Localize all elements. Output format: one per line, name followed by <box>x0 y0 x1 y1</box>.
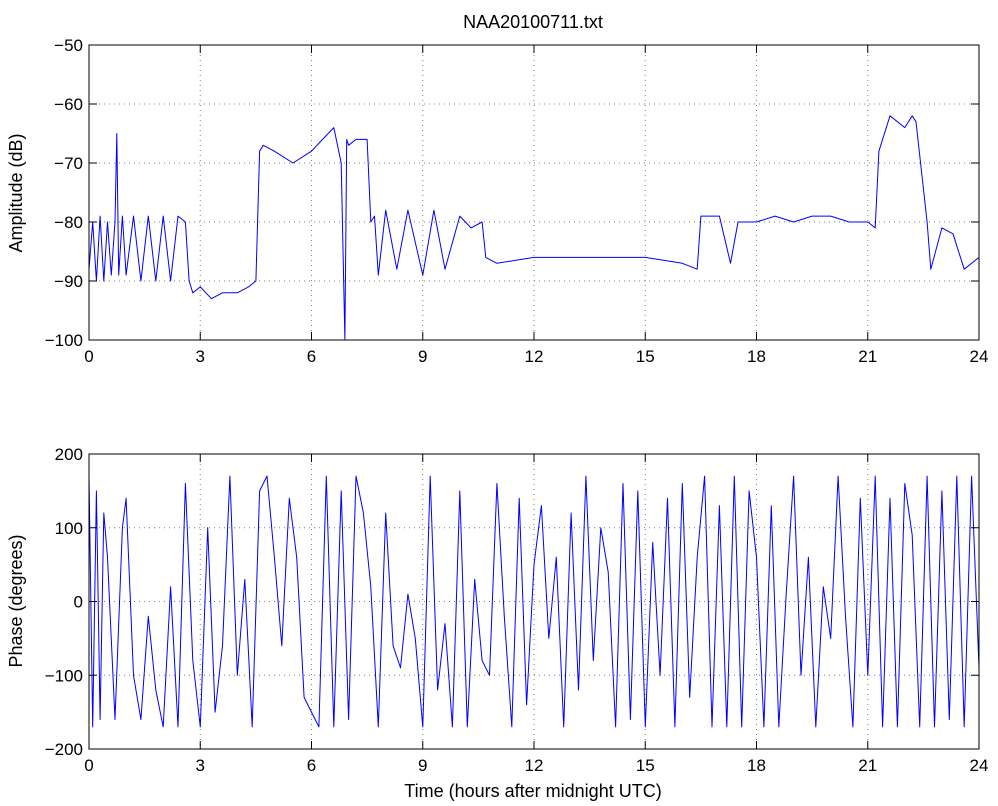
amplitude-y-tick-label: −100 <box>45 331 83 350</box>
phase-y-tick-label: 200 <box>55 445 83 464</box>
amplitude-x-tick-label: 3 <box>196 347 205 366</box>
phase-panel: 0 3 6 9 12 15 18 21 24 −200 −100 0 100 200 Time (hour… <box>6 445 988 801</box>
phase-y-tick-label: −100 <box>45 666 83 685</box>
amplitude-x-tick-label: 18 <box>747 347 766 366</box>
phase-x-tick-label: 0 <box>84 756 93 775</box>
amplitude-panel: 0 3 6 9 12 15 18 21 24 −100 −90 −80 −70 −60 −50 NAA201… <box>6 12 988 366</box>
phase-y-tick-label: −200 <box>45 740 83 759</box>
phase-series-layer <box>88 475 980 728</box>
amplitude-x-tick-label: 24 <box>970 347 989 366</box>
phase-grid <box>89 454 979 749</box>
amplitude-x-tick-label: 12 <box>525 347 544 366</box>
amplitude-x-tick-label: 6 <box>307 347 316 366</box>
phase-ticks: 0 3 6 9 12 15 18 21 24 −200 −100 0 100 200 <box>45 445 989 775</box>
phase-x-tick-label: 18 <box>747 756 766 775</box>
amplitude-x-tick-label: 0 <box>84 347 93 366</box>
amplitude-y-tick-label: −90 <box>54 272 83 291</box>
amplitude-y-tick-label: −60 <box>54 95 83 114</box>
phase-x-tick-label: 3 <box>196 756 205 775</box>
amplitude-x-tick-label: 15 <box>636 347 655 366</box>
amplitude-grid <box>89 45 979 340</box>
amplitude-ticks: 0 3 6 9 12 15 18 21 24 −100 −90 −80 −70 −60 −50 <box>45 36 989 366</box>
amplitude-x-tick-label: 9 <box>418 347 427 366</box>
phase-x-tick-label: 6 <box>307 756 316 775</box>
amplitude-y-axis-label: Amplitude (dB) <box>6 133 26 252</box>
amplitude-series-line <box>88 115 980 341</box>
phase-x-tick-label: 21 <box>858 756 877 775</box>
phase-y-tick-label: 0 <box>74 593 83 612</box>
amplitude-y-tick-label: −50 <box>54 36 83 55</box>
amplitude-x-tick-label: 21 <box>858 347 877 366</box>
amplitude-y-tick-label: −70 <box>54 154 83 173</box>
phase-x-tick-label: 9 <box>418 756 427 775</box>
x-axis-label: Time (hours after midnight UTC) <box>404 781 661 801</box>
amplitude-y-tick-label: −80 <box>54 213 83 232</box>
chart-title: NAA20100711.txt <box>463 12 603 32</box>
phase-y-tick-label: 100 <box>55 519 83 538</box>
amplitude-series-layer <box>88 115 980 341</box>
phase-x-tick-label: 12 <box>525 756 544 775</box>
phase-x-tick-label: 15 <box>636 756 655 775</box>
phase-x-tick-label: 24 <box>970 756 989 775</box>
phase-y-axis-label: Phase (degrees) <box>6 534 26 667</box>
phase-series-line <box>88 475 980 728</box>
